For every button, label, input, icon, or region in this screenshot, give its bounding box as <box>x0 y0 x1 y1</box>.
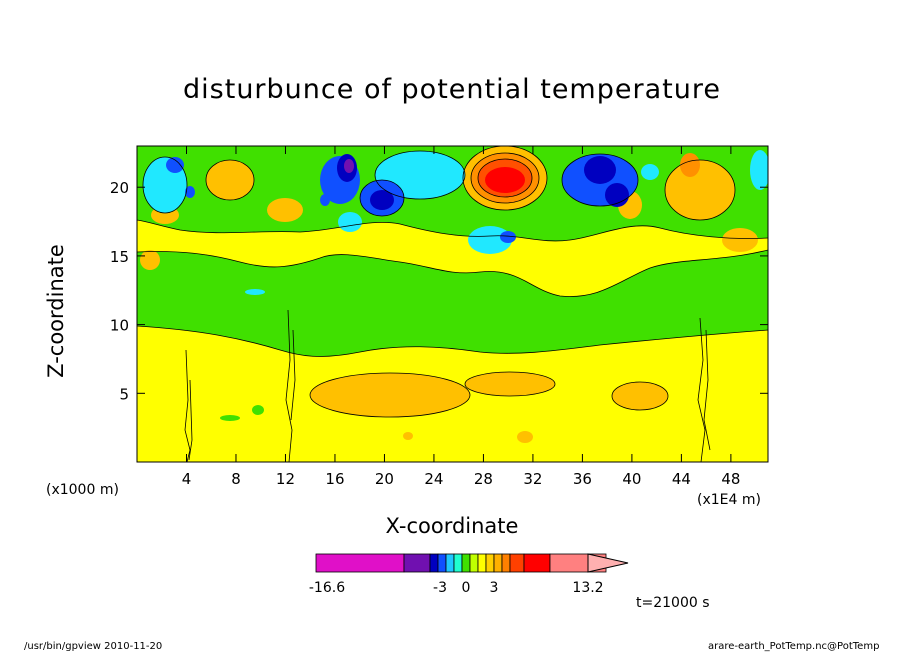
y-tick-label: 5 <box>119 385 129 403</box>
colorbar-segment <box>429 553 439 573</box>
y-tick-label: 20 <box>110 179 129 197</box>
colorbar-segment <box>437 553 447 573</box>
time-label: t=21000 s <box>636 595 710 611</box>
plot-frame <box>136 145 769 463</box>
x-tick-label: 24 <box>424 470 443 488</box>
colorbar-segment <box>493 553 503 573</box>
colorbar-segment <box>403 553 431 573</box>
x-tick-label: 12 <box>276 470 295 488</box>
x-tick-label: 36 <box>573 470 592 488</box>
colorbar-segment <box>477 553 487 573</box>
colorbar-segment <box>469 553 479 573</box>
x-tick-label: 40 <box>622 470 641 488</box>
y-tick-label: 15 <box>110 248 129 266</box>
heatmap-field <box>137 146 768 462</box>
colorbar-label: -16.6 <box>309 580 345 596</box>
chart-title: disturbunce of potential temperature <box>183 74 721 105</box>
colorbar-segment <box>453 553 463 573</box>
colorbar-segment <box>461 553 471 573</box>
x-axis-label: X-coordinate <box>385 514 519 538</box>
x-tick-label: 48 <box>721 470 740 488</box>
y-axis: 5 10 15 20 <box>110 179 768 403</box>
x-tick-label: 28 <box>474 470 493 488</box>
colorbar-label: -3 <box>433 580 447 596</box>
colorbar-segment <box>315 553 405 573</box>
colorbar-segment <box>501 553 511 573</box>
y-tick-label: 10 <box>110 317 129 335</box>
colorbar-segment <box>523 553 551 573</box>
x-tick-label: 20 <box>375 470 394 488</box>
x-tick-label: 32 <box>523 470 542 488</box>
x-tick-label: 16 <box>325 470 344 488</box>
colorbar-arrow <box>587 553 629 573</box>
colorbar-label: 0 <box>462 580 471 596</box>
colorbar-label: 13.2 <box>572 580 603 596</box>
contour-lines <box>137 146 768 462</box>
colorbar-label: 3 <box>490 580 499 596</box>
x-tick-label: 4 <box>182 470 192 488</box>
footer-left: /usr/bin/gpview 2010-11-20 <box>24 641 163 652</box>
x-tick-label: 8 <box>231 470 241 488</box>
x-tick-label: 44 <box>672 470 691 488</box>
colorbar-segment <box>485 553 495 573</box>
footer-right: arare-earth_PotTemp.nc@PotTemp <box>708 641 880 652</box>
colorbar <box>315 553 629 573</box>
colorbar-segment <box>445 553 455 573</box>
x-axis: 4 8 12 16 20 24 28 32 36 40 44 48 <box>182 146 740 488</box>
x-unit-left: (x1000 m) <box>46 482 119 498</box>
x-unit-right: (x1E4 m) <box>697 492 761 508</box>
colorbar-segment <box>509 553 525 573</box>
